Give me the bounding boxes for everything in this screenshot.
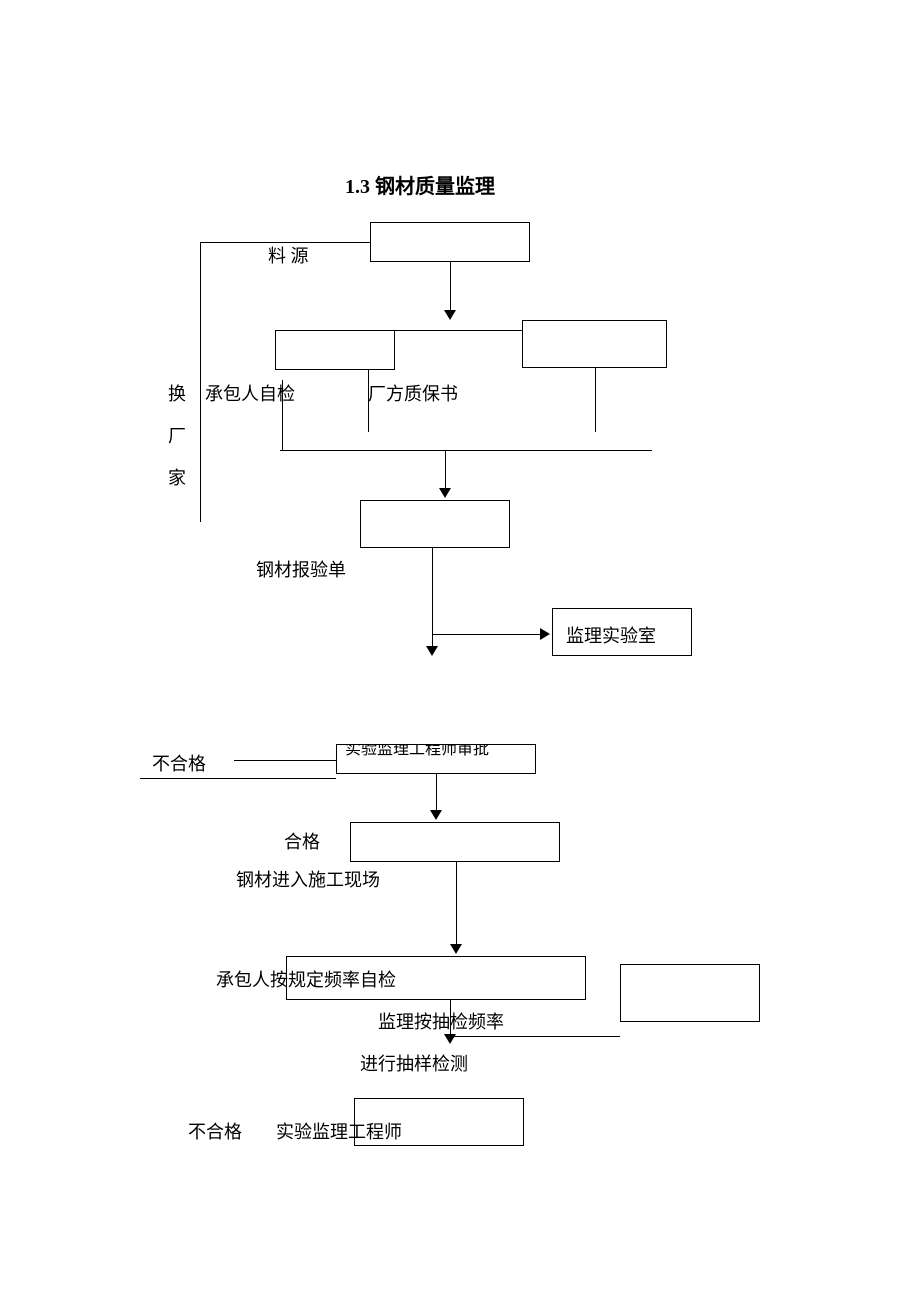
label-change: 换 bbox=[168, 380, 186, 406]
box-steel-report bbox=[360, 500, 510, 548]
line bbox=[432, 634, 542, 635]
line bbox=[595, 368, 596, 432]
line bbox=[432, 548, 433, 648]
label-lab-engineer: 实验监理工程师 bbox=[276, 1118, 402, 1144]
line bbox=[450, 262, 451, 312]
line bbox=[200, 242, 370, 243]
label-enter-site: 钢材进入施工现场 bbox=[236, 866, 380, 892]
arrow bbox=[450, 944, 462, 954]
page-title: 1.3 钢材质量监理 bbox=[345, 170, 495, 199]
line bbox=[140, 778, 336, 779]
label-supervision-freq: 监理按抽检频率 bbox=[378, 1008, 504, 1034]
line bbox=[234, 760, 336, 761]
box-engineer-approve: 实验监理工程师审批 bbox=[336, 744, 536, 774]
label-source: 料 源 bbox=[268, 242, 309, 268]
line bbox=[395, 330, 522, 331]
label-engineer-approve: 实验监理工程师审批 bbox=[345, 744, 536, 759]
line bbox=[456, 862, 457, 946]
label-home-char: 家 bbox=[168, 464, 186, 490]
box-right-empty bbox=[620, 964, 760, 1022]
box-factory-cert bbox=[522, 320, 667, 368]
arrow bbox=[430, 810, 442, 820]
label-contractor-freq-check: 承包人按规定频率自检 bbox=[216, 966, 396, 992]
label-sampling-test: 进行抽样检测 bbox=[360, 1050, 468, 1076]
arrow bbox=[540, 628, 550, 640]
line bbox=[200, 242, 201, 522]
line bbox=[450, 1000, 451, 1036]
line bbox=[450, 1036, 620, 1037]
arrow bbox=[439, 488, 451, 498]
line bbox=[280, 450, 652, 451]
line bbox=[282, 380, 283, 450]
box-contractor-self-check bbox=[275, 330, 395, 370]
arrow bbox=[444, 310, 456, 320]
box-source bbox=[370, 222, 530, 262]
label-supervision-lab: 监理实验室 bbox=[566, 622, 656, 648]
label-factory-cert: 厂方质保书 bbox=[368, 380, 458, 406]
line bbox=[436, 774, 437, 812]
line bbox=[445, 450, 446, 490]
label-steel-report: 钢材报验单 bbox=[256, 556, 346, 582]
label-fail2: 不合格 bbox=[188, 1118, 242, 1144]
label-factory-char: 厂 bbox=[168, 422, 186, 448]
arrow bbox=[426, 646, 438, 656]
label-pass: 合格 bbox=[284, 828, 320, 854]
box-enter-site bbox=[350, 822, 560, 862]
line bbox=[368, 370, 369, 432]
label-fail: 不合格 bbox=[152, 750, 206, 776]
flowchart-canvas: 1.3 钢材质量监理 料 源 换 厂 家 承包人自检 厂方质保书 钢材报验单 监… bbox=[0, 0, 920, 1302]
